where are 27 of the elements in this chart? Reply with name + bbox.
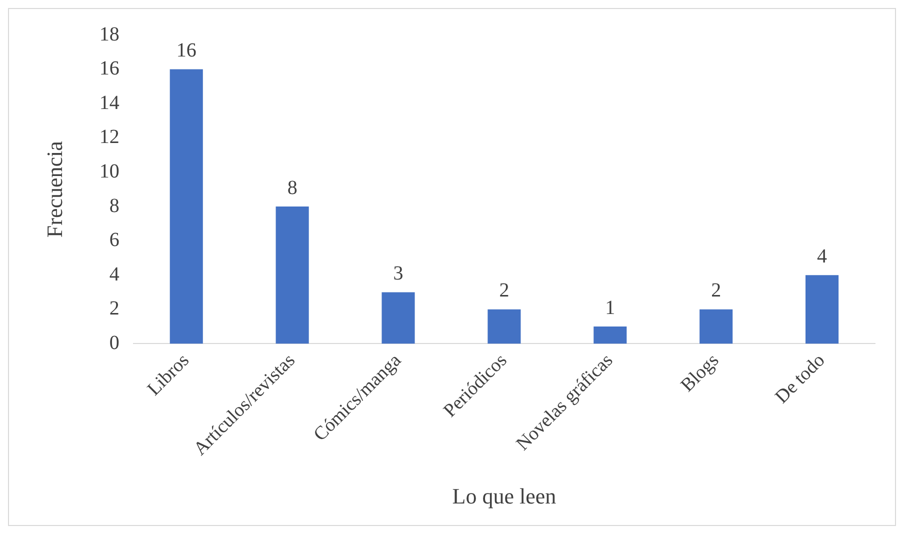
data-label: 3 (393, 262, 404, 285)
x-axis-title: Lo que leen (452, 484, 556, 509)
data-label: 1 (605, 296, 616, 319)
y-tick-label: 12 (99, 126, 120, 148)
y-tick-label: 6 (109, 229, 120, 252)
bar (806, 275, 839, 344)
bar (488, 309, 521, 344)
bar (382, 292, 415, 344)
y-tick-label: 16 (99, 58, 120, 80)
bar (170, 69, 203, 344)
y-tick-label: 10 (99, 160, 120, 182)
data-label: 16 (176, 40, 196, 62)
data-label: 2 (711, 280, 722, 302)
bar (700, 309, 733, 344)
y-tick-label: 0 (109, 332, 120, 354)
x-tick-label: De todo (771, 350, 830, 408)
data-label: 8 (287, 176, 298, 199)
data-label: 2 (499, 280, 510, 302)
bar (276, 206, 309, 344)
y-tick-label: 4 (109, 263, 120, 286)
y-tick-label: 18 (99, 23, 120, 46)
y-axis-title: Frecuencia (42, 140, 67, 238)
data-label: 4 (817, 245, 828, 268)
bar (594, 326, 627, 344)
y-tick-label: 8 (109, 194, 120, 217)
y-tick-label: 14 (99, 92, 120, 114)
y-tick-label: 2 (109, 298, 120, 320)
